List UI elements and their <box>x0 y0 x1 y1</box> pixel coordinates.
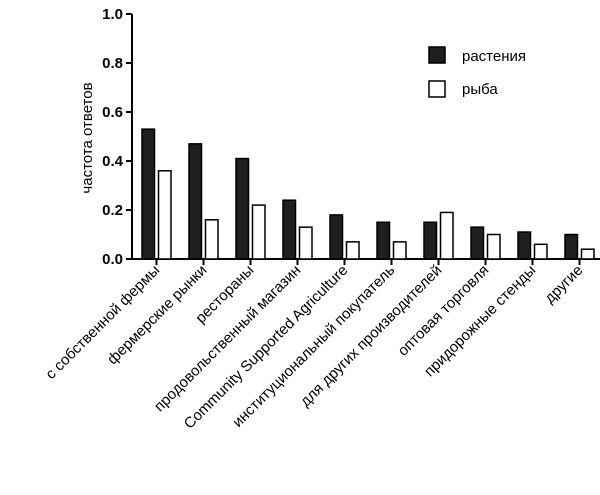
bar-plants <box>517 231 532 260</box>
legend-swatch-plants <box>428 46 446 64</box>
x-axis <box>132 258 600 265</box>
legend: растения рыба <box>428 46 526 98</box>
y-tick-label: 0.2 <box>102 202 123 219</box>
bar-fish <box>298 226 313 260</box>
y-tick-label: 0.4 <box>102 153 124 170</box>
bar-plants <box>282 199 297 260</box>
y-axis-title: частота ответов <box>79 82 96 193</box>
x-tick-label: другие <box>541 262 586 307</box>
bars <box>141 128 595 260</box>
bar-plants <box>235 157 250 260</box>
bar-plants <box>188 143 203 260</box>
y-tick-label: 0.8 <box>102 55 123 72</box>
bar-fish <box>345 241 360 260</box>
bar-fish <box>580 248 595 260</box>
bar-fish <box>204 219 219 260</box>
y-tick-label: 0.6 <box>102 104 123 121</box>
legend-label-fish: рыба <box>462 81 498 98</box>
bar-plants <box>376 221 391 260</box>
legend-label-plants: растения <box>462 48 526 65</box>
bar-fish <box>439 211 454 260</box>
legend-swatch-fish <box>428 80 446 98</box>
bar-plants <box>141 128 156 260</box>
y-tick-label: 1.0 <box>102 6 123 23</box>
bar-plants <box>564 233 579 260</box>
bar-fish <box>251 204 266 260</box>
y-tick-label: 0.0 <box>102 251 123 268</box>
bar-fish <box>392 241 407 260</box>
bar-fish <box>486 233 501 260</box>
bar-fish <box>157 170 172 260</box>
bar-plants <box>329 214 344 260</box>
bar-plants <box>423 221 438 260</box>
bar-fish <box>533 243 548 260</box>
bar-plants <box>470 226 485 260</box>
y-axis: 0.0 0.2 0.4 0.6 0.8 1.0 <box>102 6 133 268</box>
